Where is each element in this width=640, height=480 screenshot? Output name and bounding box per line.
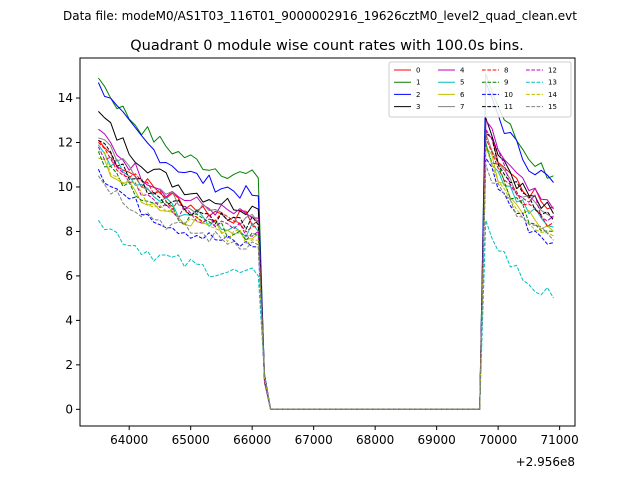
y-axis: 0 2 4 6 8 10 12 14 (58, 91, 80, 416)
series-line-3 (98, 111, 554, 410)
series-line-12 (97, 128, 554, 410)
x-tick-label: 66000 (233, 433, 271, 447)
legend-label-1: 1 (416, 79, 420, 87)
y-tick-label: 10 (58, 180, 73, 194)
chart-title: Quadrant 0 module wise count rates with … (130, 38, 524, 54)
x-tick-label: 69000 (418, 433, 456, 447)
legend-label-12: 12 (548, 67, 557, 75)
legend-label-8: 8 (504, 67, 508, 75)
legend-label-4: 4 (460, 67, 465, 75)
legend-label-15: 15 (548, 103, 557, 111)
series-line-1 (97, 73, 554, 410)
legend-label-0: 0 (416, 67, 420, 75)
x-tick-label: 70000 (479, 433, 517, 447)
legend-label-14: 14 (548, 91, 557, 99)
x-tick-label: 67000 (295, 433, 333, 447)
y-tick-label: 0 (65, 402, 73, 416)
series-line-2 (97, 82, 554, 410)
legend-label-6: 6 (460, 91, 465, 99)
y-tick-label: 2 (65, 358, 73, 372)
legend-label-7: 7 (460, 103, 464, 111)
y-tick-label: 8 (65, 224, 73, 238)
series-line-11 (98, 130, 554, 410)
x-tick-label: 68000 (356, 433, 394, 447)
series-line-13 (97, 219, 554, 410)
x-axis: 64000 65000 66000 67000 68000 69000 70000 71000 (110, 426, 579, 447)
legend-label-10: 10 (504, 91, 513, 99)
legend-frame (388, 61, 572, 118)
legend-label-13: 13 (548, 79, 557, 87)
series-line-10 (97, 157, 554, 410)
series-layer (97, 73, 554, 410)
y-tick-label: 12 (58, 135, 73, 149)
x-offset-label: +2.956e8 (516, 455, 575, 469)
legend-label-11: 11 (504, 103, 513, 111)
series-line-4 (98, 119, 554, 410)
y-tick-label: 14 (58, 91, 73, 105)
legend-label-5: 5 (460, 79, 464, 87)
y-tick-label: 6 (65, 269, 73, 283)
x-tick-label: 71000 (541, 433, 579, 447)
series-line-15 (97, 164, 554, 410)
legend-label-9: 9 (504, 79, 508, 87)
x-tick-label: 65000 (172, 433, 210, 447)
legend-label-2: 2 (416, 91, 420, 99)
series-line-8 (98, 137, 554, 410)
series-line-9 (97, 144, 554, 410)
figure-suptitle: Data file: modeM0/AS1T03_116T01_90000029… (63, 9, 577, 23)
x-tick-label: 64000 (110, 433, 148, 447)
plot-frame (79, 57, 576, 427)
y-tick-label: 4 (65, 313, 73, 327)
legend-label-3: 3 (416, 103, 420, 111)
